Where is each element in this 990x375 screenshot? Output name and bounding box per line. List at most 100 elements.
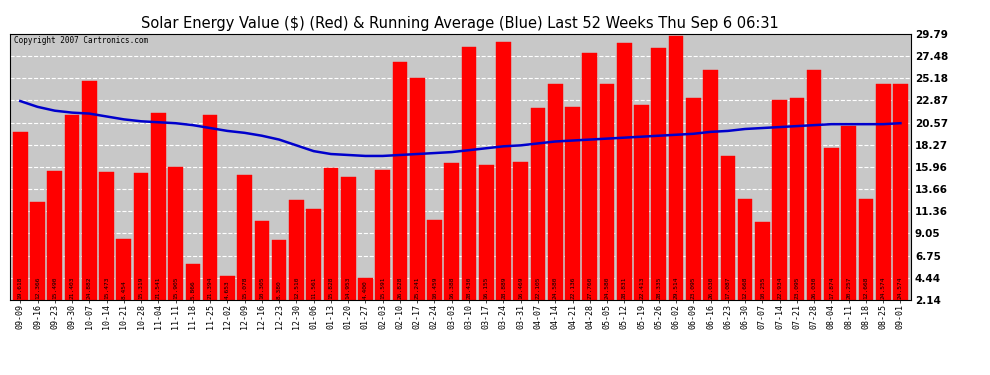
Text: 24.882: 24.882 [87, 276, 92, 298]
Text: 16.388: 16.388 [449, 276, 454, 298]
Bar [272, 240, 286, 300]
Text: 12.668: 12.668 [742, 276, 747, 298]
Bar [600, 84, 615, 300]
Bar [686, 98, 701, 300]
Bar [254, 221, 269, 300]
Text: 24.580: 24.580 [552, 276, 557, 298]
Text: 28.430: 28.430 [466, 276, 471, 298]
Text: 4.400: 4.400 [363, 280, 368, 298]
Text: Copyright 2007 Cartronics.com: Copyright 2007 Cartronics.com [15, 36, 148, 45]
Text: 23.095: 23.095 [691, 276, 696, 298]
Bar [496, 42, 511, 300]
Text: 21.394: 21.394 [208, 276, 213, 298]
Text: 29.514: 29.514 [673, 276, 678, 298]
Text: 15.905: 15.905 [173, 276, 178, 298]
Bar [721, 156, 736, 300]
Bar [117, 239, 131, 300]
Bar [151, 113, 165, 300]
Bar [514, 162, 528, 300]
Text: 28.889: 28.889 [501, 276, 506, 298]
Bar [651, 48, 666, 300]
Bar [13, 132, 28, 300]
Bar [876, 84, 891, 300]
Text: 16.469: 16.469 [518, 276, 524, 298]
Bar [358, 278, 373, 300]
Bar [531, 108, 545, 300]
Bar [565, 108, 580, 300]
Bar [306, 209, 321, 300]
Bar [410, 78, 425, 300]
Bar [341, 177, 355, 300]
Bar [547, 84, 562, 300]
Text: 21.541: 21.541 [155, 276, 160, 298]
Text: 10.459: 10.459 [432, 276, 437, 298]
Bar [842, 126, 856, 300]
Bar [82, 81, 97, 300]
Text: 15.319: 15.319 [139, 276, 144, 298]
Bar [238, 176, 251, 300]
Bar [772, 100, 787, 300]
Text: 15.490: 15.490 [52, 276, 57, 298]
Text: 14.953: 14.953 [346, 276, 350, 298]
Bar [185, 264, 200, 300]
Text: 4.653: 4.653 [225, 280, 230, 298]
Text: 12.366: 12.366 [35, 276, 40, 298]
Text: 15.828: 15.828 [329, 276, 334, 298]
Bar [807, 70, 822, 300]
Text: 25.241: 25.241 [415, 276, 420, 298]
Text: 20.257: 20.257 [846, 276, 851, 298]
Bar [324, 168, 339, 300]
Text: 17.087: 17.087 [726, 276, 731, 298]
Bar [755, 222, 769, 300]
Text: 24.574: 24.574 [881, 276, 886, 298]
Text: 16.155: 16.155 [484, 276, 489, 298]
Text: 24.574: 24.574 [898, 276, 903, 298]
Bar [858, 199, 873, 300]
Bar [738, 199, 752, 300]
Bar [375, 171, 390, 300]
Bar [582, 53, 597, 300]
Text: 26.030: 26.030 [812, 276, 817, 298]
Bar [393, 62, 407, 300]
Bar [168, 168, 183, 300]
Text: 12.668: 12.668 [863, 276, 868, 298]
Bar [703, 70, 718, 300]
Text: 15.473: 15.473 [104, 276, 109, 298]
Bar [617, 43, 632, 300]
Text: 24.580: 24.580 [605, 276, 610, 298]
Text: 27.760: 27.760 [587, 276, 592, 298]
Bar [893, 84, 908, 300]
Text: 21.403: 21.403 [69, 276, 74, 298]
Bar [64, 114, 79, 300]
Bar [99, 172, 114, 300]
Text: 26.828: 26.828 [397, 276, 403, 298]
Text: 15.591: 15.591 [380, 276, 385, 298]
Bar [289, 200, 304, 300]
Bar [220, 276, 235, 300]
Bar [134, 173, 148, 300]
Bar [790, 98, 804, 300]
Text: 22.413: 22.413 [640, 276, 644, 298]
Bar [30, 201, 45, 300]
Bar [824, 148, 839, 300]
Text: 28.831: 28.831 [622, 276, 627, 298]
Title: Solar Energy Value ($) (Red) & Running Average (Blue) Last 52 Weeks Thu Sep 6 06: Solar Energy Value ($) (Red) & Running A… [142, 16, 779, 31]
Bar [461, 47, 476, 300]
Bar [445, 163, 459, 300]
Text: 26.030: 26.030 [708, 276, 713, 298]
Text: 12.510: 12.510 [294, 276, 299, 298]
Text: 10.255: 10.255 [760, 276, 765, 298]
Text: 17.874: 17.874 [829, 276, 834, 298]
Bar [669, 36, 683, 300]
Text: 11.561: 11.561 [311, 276, 316, 298]
Bar [427, 220, 442, 300]
Text: 23.095: 23.095 [794, 276, 799, 298]
Text: 19.618: 19.618 [18, 276, 23, 298]
Text: 28.335: 28.335 [656, 276, 661, 298]
Text: 5.866: 5.866 [190, 280, 195, 298]
Text: 10.305: 10.305 [259, 276, 264, 298]
Bar [203, 115, 218, 300]
Bar [48, 171, 62, 300]
Text: 15.078: 15.078 [243, 276, 248, 298]
Bar [635, 105, 648, 300]
